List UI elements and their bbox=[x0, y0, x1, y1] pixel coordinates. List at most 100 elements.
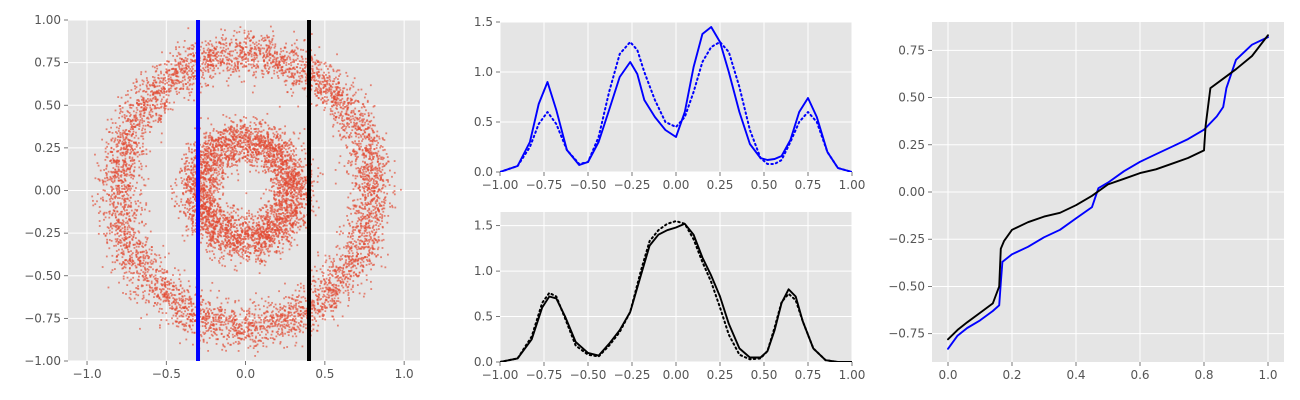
scatter-point bbox=[271, 60, 274, 63]
scatter-point bbox=[353, 93, 356, 96]
scatter-point bbox=[209, 40, 212, 42]
scatter-point bbox=[139, 112, 142, 115]
scatter-point bbox=[191, 318, 194, 320]
scatter-point bbox=[337, 92, 339, 95]
scatter-point bbox=[374, 186, 376, 189]
scatter-point bbox=[126, 145, 129, 147]
scatter-point bbox=[310, 288, 312, 291]
scatter-point bbox=[293, 328, 296, 331]
scatter-point bbox=[281, 335, 284, 337]
scatter-point bbox=[342, 91, 345, 94]
scatter-point bbox=[364, 161, 366, 164]
scatter-point bbox=[165, 90, 168, 93]
scatter-point bbox=[372, 105, 375, 108]
scatter-point bbox=[351, 141, 354, 143]
scatter-point bbox=[360, 225, 363, 227]
scatter-point bbox=[366, 214, 369, 217]
scatter-point bbox=[357, 246, 360, 248]
scatter-point bbox=[194, 314, 196, 317]
scatter-point bbox=[288, 56, 291, 59]
scatter-point bbox=[362, 295, 365, 298]
scatter-point bbox=[329, 85, 332, 88]
scatter-point bbox=[279, 69, 282, 72]
scatter-point bbox=[173, 300, 175, 303]
scatter-point bbox=[314, 93, 317, 95]
scatter-point bbox=[366, 135, 369, 138]
scatter-point bbox=[260, 314, 263, 317]
scatter-point bbox=[343, 101, 346, 103]
scatter-point bbox=[165, 93, 168, 96]
scatter-point bbox=[334, 86, 337, 89]
scatter-point bbox=[378, 137, 381, 140]
scatter-point bbox=[146, 280, 149, 282]
scatter-point bbox=[350, 118, 353, 121]
scatter-point bbox=[129, 123, 132, 125]
scatter-point bbox=[191, 320, 194, 323]
scatter-point bbox=[304, 300, 307, 302]
scatter-point bbox=[341, 315, 344, 318]
scatter-point bbox=[121, 205, 124, 208]
scatter-point bbox=[183, 96, 186, 99]
scatter-point bbox=[350, 102, 352, 105]
scatter-point bbox=[155, 92, 157, 95]
scatter-point bbox=[150, 249, 153, 252]
scatter-point bbox=[191, 313, 194, 316]
scatter-point bbox=[255, 335, 257, 338]
scatter-point bbox=[202, 61, 205, 64]
scatter-point bbox=[126, 184, 129, 187]
scatter-point bbox=[330, 294, 333, 297]
scatter-point bbox=[320, 298, 323, 300]
scatter-point bbox=[167, 88, 170, 91]
scatter-point bbox=[302, 295, 305, 298]
scatter-point bbox=[296, 308, 299, 311]
scatter-point bbox=[275, 314, 278, 317]
scatter-point bbox=[238, 31, 241, 33]
scatter-point bbox=[335, 286, 338, 289]
scatter-point bbox=[333, 297, 336, 300]
scatter-point bbox=[316, 298, 319, 301]
scatter-point bbox=[132, 104, 135, 107]
scatter-point bbox=[223, 50, 226, 52]
scatter-point bbox=[253, 329, 256, 331]
scatter-point bbox=[303, 38, 306, 41]
scatter-point bbox=[240, 62, 242, 65]
scatter-point bbox=[126, 209, 128, 212]
scatter-point bbox=[387, 160, 389, 163]
scatter-point bbox=[104, 147, 107, 150]
scatter-point bbox=[365, 170, 367, 173]
scatter-point bbox=[364, 93, 367, 95]
scatter-point bbox=[354, 175, 357, 177]
scatter-point bbox=[360, 106, 363, 109]
scatter-point bbox=[187, 309, 190, 312]
scatter-point bbox=[376, 218, 379, 221]
scatter-point bbox=[318, 86, 320, 88]
scatter-point bbox=[225, 327, 228, 330]
scatter-point bbox=[321, 314, 324, 317]
scatter-point bbox=[375, 210, 377, 213]
scatter-point bbox=[317, 295, 320, 298]
scatter-point bbox=[358, 239, 361, 242]
scatter-point bbox=[368, 254, 370, 257]
scatter-point bbox=[341, 273, 344, 276]
scatter-point bbox=[273, 338, 275, 341]
scatter-point bbox=[109, 203, 111, 206]
scatter-point bbox=[154, 289, 157, 291]
scatter-point bbox=[123, 197, 126, 200]
scatter-point bbox=[361, 270, 364, 273]
scatter-point bbox=[217, 60, 220, 62]
scatter-point bbox=[142, 80, 145, 83]
scatter-point bbox=[265, 44, 268, 47]
scatter-point bbox=[387, 180, 389, 183]
scatter-point bbox=[231, 328, 234, 331]
scatter-point bbox=[165, 299, 168, 302]
scatter-point bbox=[360, 256, 363, 259]
scatter-point bbox=[312, 275, 315, 278]
scatter-point bbox=[116, 190, 119, 193]
scatter-point bbox=[201, 298, 204, 301]
scatter-point bbox=[195, 77, 197, 80]
scatter-point bbox=[98, 179, 101, 182]
scatter-point bbox=[291, 297, 293, 300]
scatter-point bbox=[339, 134, 341, 137]
scatter-point bbox=[155, 114, 158, 117]
scatter-point bbox=[160, 81, 163, 84]
